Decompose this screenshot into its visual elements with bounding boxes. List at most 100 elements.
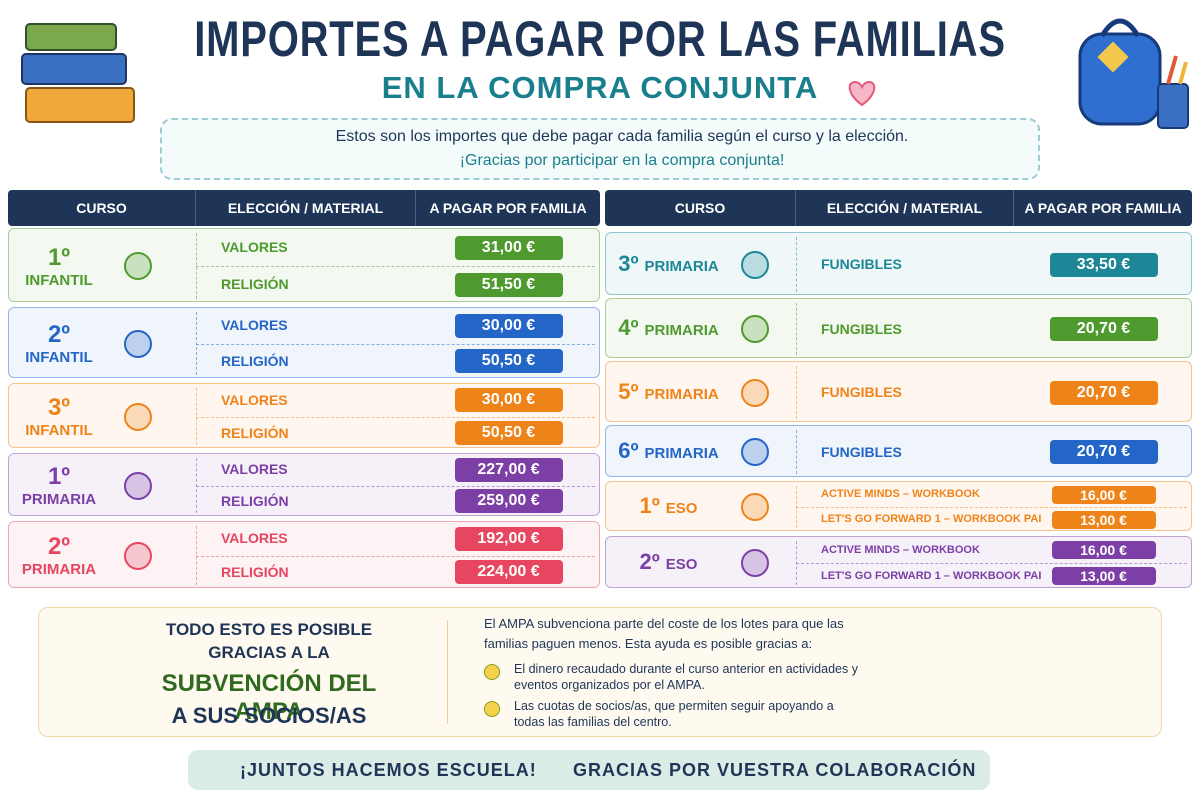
choice: LET'S GO FORWARD 1 – WORKBOOK PAI [821, 570, 1042, 582]
column-header: A PAGAR POR FAMILIA [1013, 190, 1192, 226]
choice: FUNGIBLES [821, 256, 902, 272]
amount-pill: 30,00 € [454, 313, 563, 338]
course-number: 3º [618, 250, 639, 276]
row-divider [196, 266, 595, 267]
intro-line: Estos son los importes que debe pagar ca… [335, 128, 909, 145]
course-number: 1º [47, 243, 71, 271]
choice: VALORES [221, 530, 288, 546]
amount-pill: 16,00 € [1051, 541, 1156, 559]
course-group: 3º PRIMARIA FUNGIBLES 33,50 € [605, 232, 1192, 295]
amount-pill: 224,00 € [454, 560, 563, 585]
choice: RELIGIÓN [221, 492, 289, 509]
course-cell: 4º PRIMARIA [606, 299, 731, 359]
reason: El dinero recaudado durante el curso ant… [514, 662, 858, 692]
course-level: INFANTIL [25, 349, 93, 366]
column-header: A PAGAR POR FAMILIA [415, 190, 600, 226]
course-level: PRIMARIA [644, 257, 719, 275]
heart-icon [848, 80, 876, 107]
table-header: CURSO ELECCIÓN / MATERIAL A PAGAR POR FAMI… [8, 190, 600, 226]
course-group: 2º INFANTIL VALORES 30,00 € RELIGIÓN 50,50 € [8, 307, 600, 378]
course-cell: 2º INFANTIL [9, 308, 109, 379]
choice: VALORES [221, 317, 288, 333]
course-group: 3º INFANTIL VALORES 30,00 € RELIGIÓN 50,50 € [8, 383, 600, 448]
course-level: ESO [665, 500, 698, 517]
course-group: 1º PRIMARIA VALORES 227,00 € RELIGIÓN 259,00 … [8, 453, 600, 516]
amount-pill: 192,00 € [454, 526, 563, 551]
course-number: 4º [618, 315, 639, 340]
title: IMPORTES A PAGAR POR LAS FAMILIAS [194, 11, 1006, 67]
choice: ACTIVE MINDS – WORKBOOK [821, 488, 980, 500]
row-divider [796, 563, 1187, 564]
course-level: PRIMARIA [644, 445, 719, 462]
choice: RELIGIÓN [221, 276, 289, 292]
course-cell: 3º PRIMARIA [606, 233, 731, 296]
course-group: 4º PRIMARIA FUNGIBLES 20,70 € [605, 298, 1192, 358]
course-group: 1º INFANTIL VALORES 31,00 € RELIGIÓN 51,50 € [8, 228, 600, 302]
choice: ACTIVE MINDS – WORKBOOK [821, 544, 980, 556]
amount-pill: 13,00 € [1051, 567, 1156, 585]
column-header: ELECCIÓN / MATERIAL [195, 190, 415, 226]
course-number: 6º [618, 438, 639, 463]
course-cell: 2º PRIMARIA [9, 522, 109, 589]
course-group: 6º PRIMARIA FUNGIBLES 20,70 € [605, 425, 1192, 477]
course-number: 1º [47, 463, 71, 490]
course-number: 5º [618, 378, 639, 404]
row-divider [196, 416, 595, 418]
column-divider [796, 237, 797, 292]
amount-pill: 51,50 € [454, 272, 563, 297]
column-header: CURSO [76, 200, 127, 216]
choice: RELIGIÓN [221, 563, 289, 580]
check-icon [484, 664, 500, 680]
row-divider [196, 555, 595, 557]
choice: VALORES [221, 461, 288, 477]
choice: RELIGIÓN [221, 424, 289, 441]
course-group: 5º PRIMARIA FUNGIBLES 20,70 € [605, 361, 1192, 422]
amount-pill: 50,50 € [454, 349, 563, 374]
divider [447, 620, 448, 724]
icon-badge [124, 471, 152, 500]
row-divider [196, 485, 595, 487]
amount-pill: 20,70 € [1049, 380, 1158, 405]
check-icon [484, 701, 500, 717]
course-level: INFANTIL [25, 271, 93, 289]
icon-badge [124, 329, 152, 358]
column-divider [796, 366, 797, 419]
icon-badge [124, 402, 152, 431]
column-header: CURSO [674, 200, 726, 216]
course-cell: 3º INFANTIL [9, 384, 109, 449]
course-group: 2º PRIMARIA VALORES 192,00 € RELIGIÓN 224,00 … [8, 521, 600, 588]
course-level: PRIMARIA [644, 322, 719, 339]
choice: LET'S GO FORWARD 1 – WORKBOOK PAI [821, 513, 1042, 525]
course-level: INFANTIL [25, 422, 93, 439]
course-cell: 1º INFANTIL [9, 229, 109, 303]
course-number: 2º [639, 549, 660, 574]
course-level: PRIMARIA [644, 385, 719, 403]
amount-pill: 16,00 € [1051, 485, 1156, 504]
course-number: 1º [639, 493, 660, 518]
course-number: 2º [47, 533, 71, 560]
course-group: 1º ESO ACTIVE MINDS – WORKBOOK 16,00 € LET'S… [605, 481, 1192, 531]
subsidy-text: El AMPA subvenciona parte del coste de l… [484, 616, 844, 651]
row-divider [196, 343, 595, 345]
icon-badge [741, 438, 769, 466]
course-cell: 2º ESO [606, 537, 731, 589]
amount-pill: 50,50 € [454, 420, 563, 445]
icon-badge [741, 315, 769, 343]
subsidy-tail: A SUS SOCIOS/AS [171, 703, 367, 728]
amount-pill: 13,00 € [1051, 510, 1156, 529]
thanks: GRACIAS POR VUESTRA COLABORACIÓN [573, 760, 977, 780]
amount-pill: 30,00 € [454, 388, 563, 413]
intro-box: Estos son los importes que debe pagar ca… [160, 118, 1040, 180]
course-number: 3º [47, 394, 71, 421]
choice: FUNGIBLES [821, 321, 902, 337]
column-header: ELECCIÓN / MATERIAL [795, 190, 1013, 226]
table-header: CURSO ELECCIÓN / MATERIAL A PAGAR POR FAMI… [605, 190, 1192, 226]
amount-pill: 20,70 € [1049, 317, 1158, 341]
column-divider [796, 303, 797, 355]
subsidy-lead: TODO ESTO ES POSIBLE [165, 620, 373, 639]
icon-badge [741, 378, 769, 407]
icon-badge [124, 541, 152, 570]
course-group: 2º ESO ACTIVE MINDS – WORKBOOK 16,00 € LET'S… [605, 536, 1192, 588]
course-cell: 5º PRIMARIA [606, 362, 731, 423]
